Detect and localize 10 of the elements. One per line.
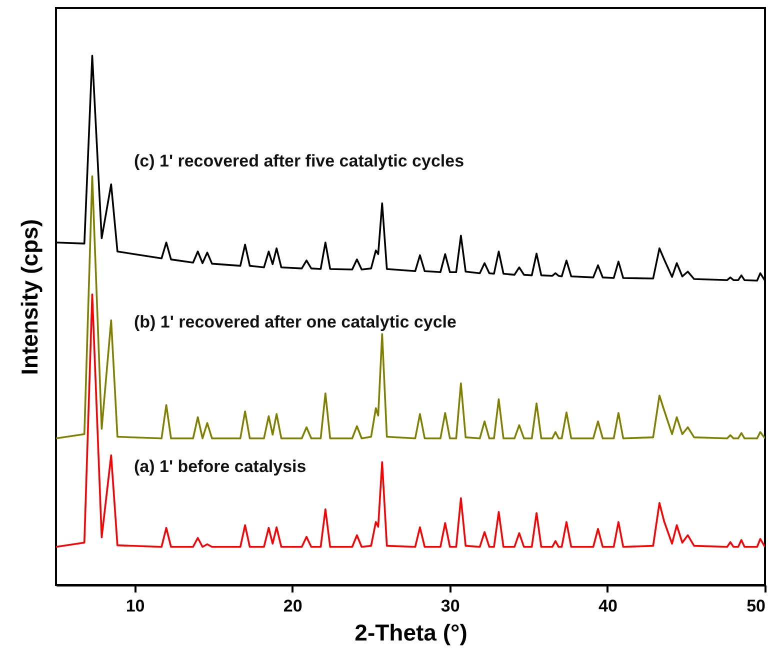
series-label: (c) 1' recovered after five catalytic cycles bbox=[134, 152, 464, 171]
series-label: (b) 1' recovered after one catalytic cycle bbox=[134, 312, 456, 332]
series-label: (a) 1' before catalysis bbox=[134, 456, 306, 476]
x-tick-label: 20 bbox=[283, 596, 302, 616]
x-tick-label: 30 bbox=[440, 596, 460, 616]
y-axis-title: Intensity (cps) bbox=[16, 219, 42, 375]
x-tick-label: 40 bbox=[598, 596, 618, 616]
x-axis-title: 2-Theta (°) bbox=[354, 620, 468, 646]
x-tick-label: 50 bbox=[746, 596, 766, 616]
x-tick-label: 10 bbox=[126, 596, 145, 616]
